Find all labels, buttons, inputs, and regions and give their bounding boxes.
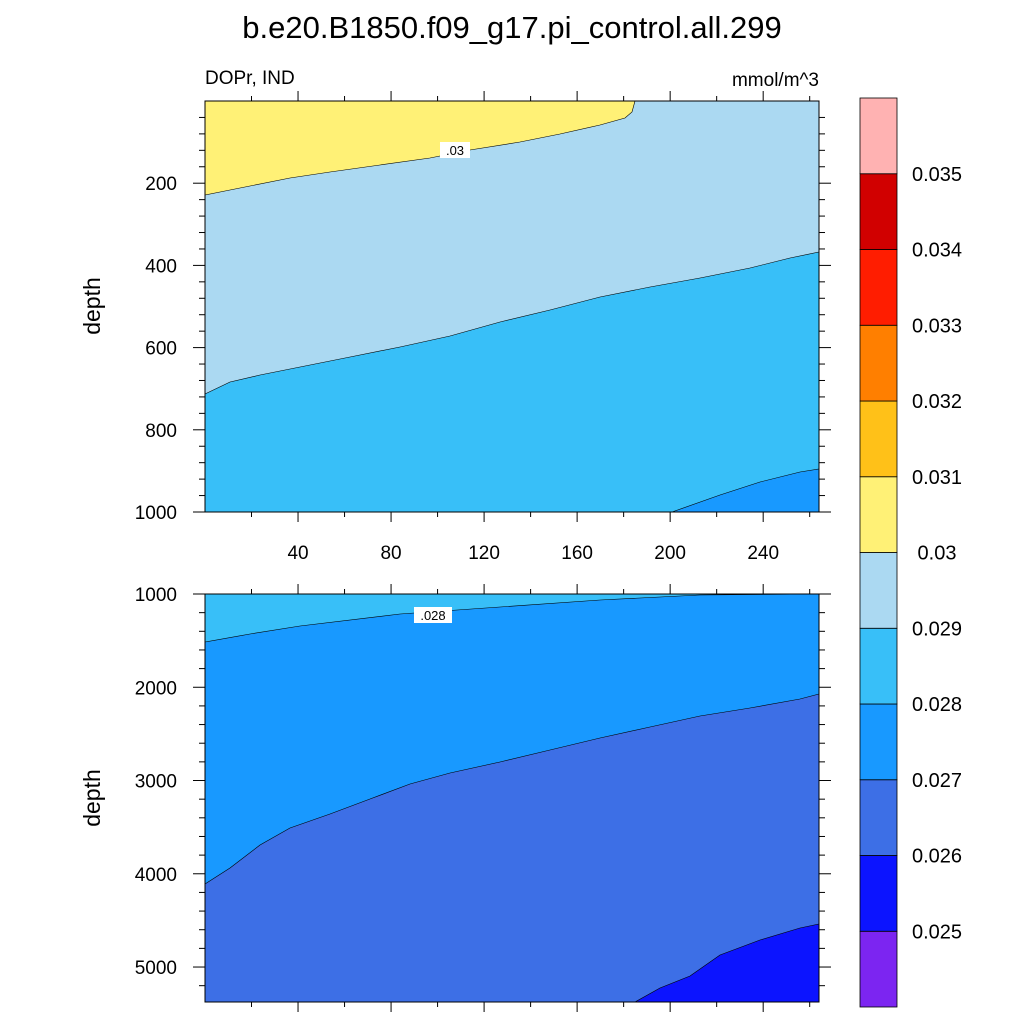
colorbar-box [859, 779, 898, 856]
lower-contour-label: .028 [420, 608, 445, 623]
upper-ylabel: depth [79, 277, 105, 335]
colorbar-label: 0.03 [918, 543, 957, 565]
x-tick-label: 80 [380, 543, 401, 564]
y-tick-label: 1000 [135, 503, 177, 524]
colorbar-box [859, 930, 898, 1008]
y-tick-label: 1000 [135, 585, 177, 606]
colorbar-box [859, 476, 898, 553]
lower-frame [204, 593, 820, 1003]
upper-contour-label-box [440, 142, 470, 158]
colorbar-box [859, 855, 898, 932]
lower-panel: .028 1000 2000 3000 4000 5000 depth [79, 584, 831, 1012]
y-tick-label: 200 [145, 174, 177, 195]
colorbar-box [859, 552, 898, 629]
y-tick-label: 3000 [135, 772, 177, 793]
lower-contour-label-box [414, 607, 452, 623]
x-tick-label: 200 [654, 543, 686, 564]
x-tick-label: 120 [468, 543, 500, 564]
colorbar-label: 0.029 [912, 618, 962, 640]
y-tick-label: 400 [145, 256, 177, 277]
upper-y-tick-labels: 200 400 600 800 1000 [135, 174, 177, 524]
colorbar-label: 0.032 [912, 391, 962, 413]
lower-tick-marks [193, 584, 831, 1012]
colorbar-label: 0.028 [912, 694, 962, 716]
colorbar-box [859, 173, 898, 250]
colorbar-label: 0.033 [912, 315, 962, 337]
upper-panel: .03 40 80 120 160 200 240 200 400 600 800 1000 de… [79, 91, 831, 564]
colorbar [859, 97, 898, 1008]
colorbar-label: 0.034 [912, 240, 962, 262]
y-tick-label: 2000 [135, 678, 177, 699]
colorbar-label: 0.025 [912, 921, 962, 943]
colorbar-box [859, 97, 898, 175]
x-tick-label: 240 [747, 543, 779, 564]
lower-y-tick-labels: 1000 2000 3000 4000 5000 [135, 585, 177, 979]
y-tick-label: 4000 [135, 865, 177, 886]
upper-contour-label: .03 [446, 143, 464, 158]
x-tick-label: 40 [287, 543, 308, 564]
upper-tick-marks [193, 91, 831, 522]
colorbar-labels: 0.025 0.026 0.027 0.028 0.029 0.03 0.031 0.032 0… [912, 164, 962, 944]
colorbar-box [859, 703, 898, 781]
units-label: mmol/m^3 [732, 70, 819, 91]
upper-frame [204, 100, 820, 513]
colorbar-label: 0.026 [912, 846, 962, 868]
chart-title: b.e20.B1850.f09_g17.pi_control.all.299 [242, 10, 782, 45]
y-tick-label: 600 [145, 339, 177, 360]
lower-ylabel: depth [79, 769, 105, 827]
colorbar-label: 0.027 [912, 770, 962, 792]
colorbar-box [859, 627, 898, 705]
variable-label: DOPr, IND [205, 68, 295, 89]
y-tick-label: 5000 [135, 958, 177, 979]
colorbar-label: 0.031 [912, 467, 962, 489]
y-tick-label: 800 [145, 421, 177, 442]
x-tick-label: 160 [561, 543, 593, 564]
colorbar-box [859, 400, 898, 478]
colorbar-box [859, 249, 898, 326]
colorbar-box [859, 324, 898, 402]
x-tick-labels: 40 80 120 160 200 240 [287, 543, 779, 564]
colorbar-label: 0.035 [912, 164, 962, 186]
